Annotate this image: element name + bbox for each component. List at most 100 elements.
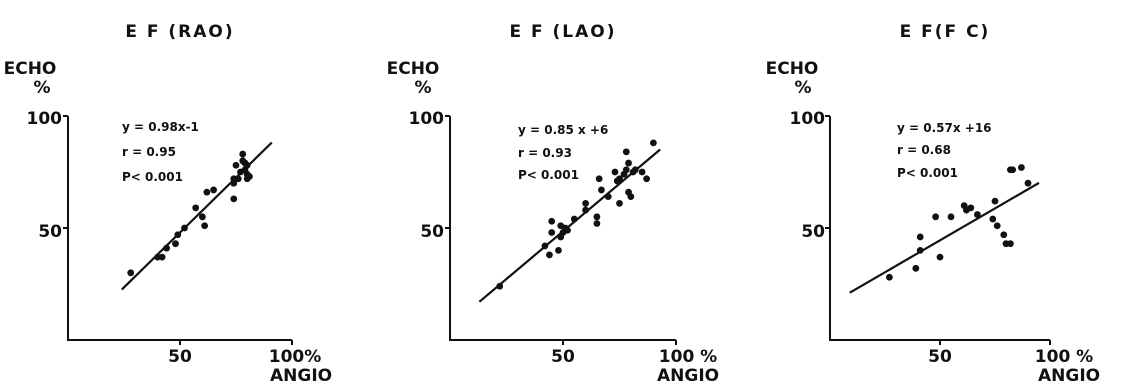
data-point <box>570 215 578 223</box>
correlation: r = 0.68 <box>897 143 951 157</box>
panel-rao: E F (RAO) ECHO % 100 50 50 100% ANGIO y … <box>4 22 333 386</box>
data-point <box>1000 231 1008 239</box>
data-point <box>582 199 589 207</box>
data-point <box>239 150 247 158</box>
y-axis-label: ECHO <box>766 59 819 79</box>
data-point <box>967 204 975 212</box>
data-point <box>174 231 182 239</box>
data-point <box>932 213 939 221</box>
equation: y = 0.98x-1 <box>122 120 199 134</box>
x-tick-label-50: 50 <box>928 347 952 367</box>
p-value: P< 0.001 <box>518 168 579 182</box>
x-tick-label-50: 50 <box>168 347 192 367</box>
data-point <box>604 193 612 201</box>
data-point <box>622 148 630 156</box>
axes <box>829 116 1050 341</box>
y-axis-label: ECHO <box>387 59 440 79</box>
data-point <box>582 206 589 214</box>
data-point <box>158 253 166 261</box>
data-point <box>593 220 601 227</box>
data-point <box>616 199 623 207</box>
data-point <box>622 166 630 174</box>
data-point <box>555 247 562 254</box>
x-tick-label-100: 100 % <box>1035 347 1093 367</box>
data-point <box>616 175 623 183</box>
y-tick-label-50: 50 <box>801 222 825 242</box>
data-point <box>912 264 920 272</box>
data-point <box>611 168 619 176</box>
y-axis-unit: % <box>414 78 431 98</box>
data-point <box>1009 166 1016 174</box>
equation: y = 0.57x +16 <box>897 121 992 135</box>
data-point <box>936 253 944 261</box>
data-point <box>548 229 556 236</box>
data-point <box>916 233 924 241</box>
panel-lao: E F (LAO) ECHO % 100 50 50 100 % ANGIO y… <box>387 22 720 386</box>
data-point <box>916 247 924 254</box>
data-point <box>886 273 893 281</box>
regression-line <box>478 148 661 303</box>
correlation: r = 0.93 <box>518 146 572 160</box>
data-point <box>993 222 1001 230</box>
y-axis-unit: % <box>794 78 811 98</box>
data-point <box>627 193 635 201</box>
panel-fc: E F(F C) ECHO % 100 50 50 100 % ANGIO y … <box>766 22 1101 386</box>
axes <box>67 116 292 341</box>
data-point <box>947 213 955 221</box>
x-tick-label-50: 50 <box>551 347 575 367</box>
panel-title: E F(F C) <box>900 22 991 42</box>
p-value: P< 0.001 <box>897 166 958 180</box>
data-point <box>243 161 251 169</box>
data-point <box>643 175 651 183</box>
x-tick-label-100: 100 % <box>659 347 717 367</box>
x-axis-label: ANGIO <box>270 366 332 386</box>
data-point <box>246 173 253 180</box>
data-point <box>181 224 188 232</box>
data-point <box>199 213 206 221</box>
data-point <box>650 139 657 147</box>
data-point <box>192 204 200 212</box>
data-point <box>172 240 179 248</box>
data-point <box>201 222 209 230</box>
data-point <box>496 282 504 290</box>
panel-title: E F (LAO) <box>509 22 616 42</box>
data-point <box>598 186 605 194</box>
data-point <box>210 186 218 194</box>
data-point <box>595 175 603 183</box>
data-point <box>1018 164 1025 171</box>
correlation: r = 0.95 <box>122 145 176 159</box>
equation: y = 0.85 x +6 <box>518 123 608 137</box>
regression-line <box>849 181 1040 294</box>
data-point <box>546 251 553 259</box>
y-tick-label-50: 50 <box>38 222 62 242</box>
data-point <box>234 175 242 183</box>
data-point <box>232 161 240 169</box>
data-point <box>230 195 238 203</box>
y-tick-label-100: 100 <box>27 109 63 129</box>
data-point <box>163 244 170 252</box>
data-point <box>625 159 632 167</box>
y-tick-label-50: 50 <box>420 222 444 242</box>
data-point <box>638 168 646 176</box>
data-point <box>991 197 999 205</box>
data-point <box>203 188 211 196</box>
data-point <box>989 215 997 223</box>
p-value: P< 0.001 <box>122 170 183 184</box>
data-point <box>548 217 556 225</box>
data-point <box>631 166 639 174</box>
axes <box>449 116 676 341</box>
y-axis-unit: % <box>33 78 50 98</box>
y-tick-label-100: 100 <box>409 109 445 129</box>
data-point <box>974 211 981 218</box>
x-axis-label: ANGIO <box>657 366 719 386</box>
y-tick-label-100: 100 <box>790 109 826 129</box>
panel-title: E F (RAO) <box>125 22 234 42</box>
data-point <box>127 269 135 277</box>
x-axis-label: ANGIO <box>1038 366 1100 386</box>
data-point <box>541 242 549 250</box>
y-axis-label: ECHO <box>4 59 57 79</box>
data-point <box>564 226 571 234</box>
data-point <box>1024 179 1032 187</box>
data-point <box>593 213 601 221</box>
